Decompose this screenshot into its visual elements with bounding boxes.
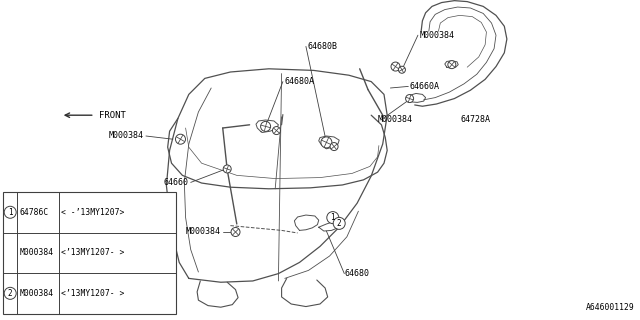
Circle shape xyxy=(4,287,16,299)
Circle shape xyxy=(406,94,413,102)
Text: 1: 1 xyxy=(8,208,13,217)
Text: < -’13MY1207>: < -’13MY1207> xyxy=(61,208,125,217)
Text: <’13MY1207- >: <’13MY1207- > xyxy=(61,289,125,298)
Text: M000384: M000384 xyxy=(186,228,221,236)
Circle shape xyxy=(448,60,456,68)
Bar xyxy=(3,192,176,314)
Text: FRONT: FRONT xyxy=(99,111,126,120)
Text: 64680B: 64680B xyxy=(307,42,337,51)
Circle shape xyxy=(273,126,280,134)
Text: 64660A: 64660A xyxy=(410,82,440,91)
Circle shape xyxy=(321,137,332,148)
Text: A646001129: A646001129 xyxy=(586,303,635,312)
Circle shape xyxy=(223,165,231,173)
Text: M000384: M000384 xyxy=(378,116,413,124)
Text: M000384: M000384 xyxy=(19,248,53,257)
Text: 2: 2 xyxy=(8,289,13,298)
Text: M000384: M000384 xyxy=(109,132,144,140)
Circle shape xyxy=(399,66,405,73)
Text: 64786C: 64786C xyxy=(19,208,49,217)
Text: 64728A: 64728A xyxy=(461,116,491,124)
Circle shape xyxy=(4,206,16,218)
Circle shape xyxy=(231,228,240,236)
Circle shape xyxy=(333,217,345,229)
Text: 64680A: 64680A xyxy=(285,77,315,86)
Text: 64680: 64680 xyxy=(344,269,369,278)
Circle shape xyxy=(260,121,271,132)
Circle shape xyxy=(175,134,186,144)
Circle shape xyxy=(391,62,400,71)
Text: 1: 1 xyxy=(330,213,335,222)
Text: 2: 2 xyxy=(337,219,342,228)
Text: M000384: M000384 xyxy=(419,31,454,40)
Circle shape xyxy=(327,212,339,224)
Text: M000384: M000384 xyxy=(19,289,53,298)
Text: <’13MY1207- >: <’13MY1207- > xyxy=(61,248,125,257)
Circle shape xyxy=(330,142,338,151)
Text: 64660: 64660 xyxy=(164,178,189,187)
